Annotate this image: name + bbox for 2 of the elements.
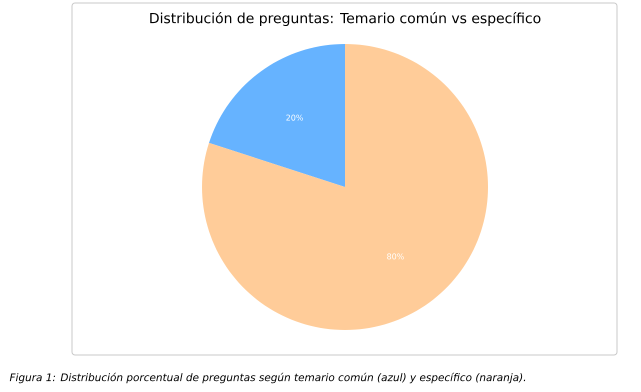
chart-title: Distribución de preguntas: Temario común vs específico	[150, 12, 540, 26]
text: Figura 1: Distribución porcentual de preguntas según temario común (azul) y específico (naranja).	[10, 372, 526, 384]
